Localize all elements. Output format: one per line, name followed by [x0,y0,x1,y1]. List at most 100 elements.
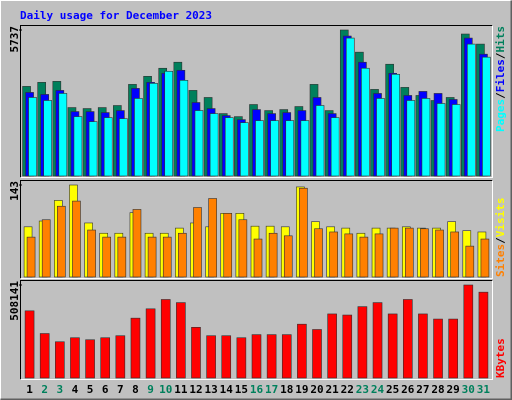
x-tick-label: 25 [386,383,399,396]
bar [482,56,491,177]
bar [85,339,95,379]
x-tick-label: 29 [447,383,460,396]
bar [224,117,234,177]
bar [58,93,68,177]
bar [480,238,490,278]
bar [119,118,128,177]
bar [465,245,475,278]
bar [149,83,158,177]
bar [179,80,189,177]
legend-entry: Pages [494,99,507,132]
bar [404,227,414,278]
y-tick-label: 143 [8,181,21,201]
bar [103,117,113,177]
bar [41,219,51,278]
x-tick-label: 3 [57,383,64,396]
x-tick-label: 21 [326,383,340,396]
bar [223,213,233,278]
bar [102,236,112,278]
bar [238,219,248,278]
bar [73,116,83,177]
x-tick-label: 15 [235,383,248,396]
y-tick-label: 508141 [8,281,21,321]
bar [206,335,216,379]
bar [270,120,279,177]
bar [435,229,444,278]
bar [463,284,474,379]
bar [433,318,443,379]
x-tick-label: 7 [117,383,124,396]
x-tick-label: 31 [477,383,491,396]
bar [315,105,325,177]
bar [342,314,353,379]
bar [87,229,96,278]
bar [115,335,126,379]
bar [299,187,308,278]
bar [147,236,157,278]
x-tick-label: 4 [72,383,79,396]
bar [145,308,156,379]
bar [130,317,141,379]
bar [162,236,172,278]
bar [88,121,98,177]
bar [164,70,174,177]
bar [134,98,143,177]
bar [312,329,322,379]
bar [221,335,232,379]
legend-entry: Visits [494,198,507,238]
bar [208,198,217,278]
bar [376,98,385,177]
x-tick-label: 9 [147,383,154,396]
bar [402,299,413,379]
panel-border-light [20,180,493,279]
x-tick-label: 14 [220,383,234,396]
x-tick-label: 2 [41,383,48,396]
legend-separator: / [494,92,507,99]
legend-entry: KBytes [494,338,507,378]
x-tick-label: 20 [310,383,323,396]
bar [345,37,355,177]
bar [314,228,323,278]
bar [406,100,416,177]
bar [24,310,35,379]
bar [285,120,295,177]
panel-border-light [20,280,493,380]
bar [100,337,111,379]
bar [450,231,459,278]
bar [255,120,264,177]
x-tick-label: 6 [102,383,109,396]
bar [436,103,446,177]
bar [421,98,431,177]
panel-border-dark [20,280,493,380]
bar [344,233,354,278]
legend-entry: Sites [494,244,507,277]
x-tick-label: 5 [87,383,94,396]
x-tick-label: 27 [416,383,429,396]
legend-entry: Files [494,59,507,92]
bar [418,313,428,379]
bar [387,313,398,379]
bar [43,100,52,177]
x-tick-label: 23 [356,383,369,396]
bar [451,104,461,177]
x-tick-label: 28 [431,383,444,396]
panel-border-dark [20,25,493,178]
legend-separator: / [494,237,507,244]
bar [283,235,293,278]
bar [467,43,476,177]
bar [281,334,292,379]
bar [72,200,81,278]
x-tick-label: 30 [462,383,475,396]
bar [209,113,219,177]
bar [300,120,310,177]
bar [178,232,187,278]
y-tick-label: 5737 [8,26,21,53]
bar [132,209,142,278]
bar [194,110,204,177]
x-tick-label: 11 [174,383,188,396]
bar [297,323,307,379]
x-tick-label: 16 [250,383,264,396]
bar [240,122,249,177]
bar [70,337,80,379]
bar [330,117,340,177]
